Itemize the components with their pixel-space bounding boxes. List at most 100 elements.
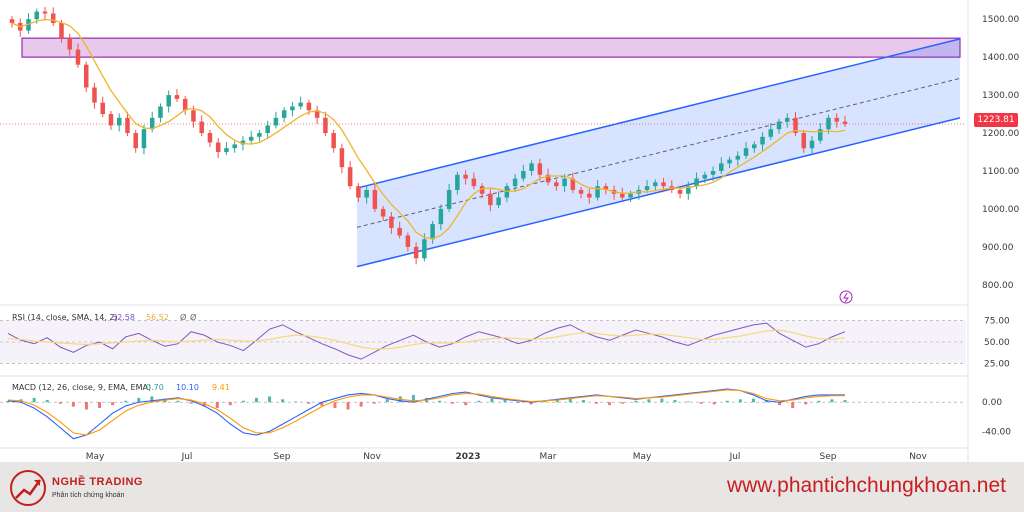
price-tick-label: 1200.00 xyxy=(982,129,1019,139)
website-link[interactable]: www.phantichchungkhoan.net xyxy=(726,474,1006,497)
candle-body xyxy=(306,102,312,111)
macd-histogram-bar xyxy=(6,400,10,403)
candle-body xyxy=(149,117,155,130)
macd-series-line xyxy=(7,388,845,440)
candle-body xyxy=(273,117,279,126)
candle-body xyxy=(174,95,180,99)
price-tick-label: 1100.00 xyxy=(982,167,1019,177)
candle-body xyxy=(75,49,81,65)
supply-zone xyxy=(21,37,961,58)
macd-histogram-bar xyxy=(137,397,141,403)
candle-body xyxy=(116,117,122,126)
candle-body xyxy=(463,174,468,179)
macd-histogram-bar xyxy=(359,402,363,407)
macd-histogram-bar xyxy=(464,402,468,406)
candle-body xyxy=(653,182,658,187)
candle-body xyxy=(776,121,782,130)
trading-logo-icon xyxy=(10,470,46,506)
macd-histogram-bar xyxy=(725,400,729,403)
candle-body xyxy=(133,133,138,149)
candle-body xyxy=(92,87,97,103)
candle-body xyxy=(331,133,336,149)
candle-body xyxy=(818,129,823,141)
macd-tick-label: -40.00 xyxy=(982,427,1011,437)
chart-area: 800.00 900.00 1000.00 1100.00 1200.00 1300.00… xyxy=(0,0,1019,462)
candle-body xyxy=(83,64,89,88)
macd-histogram-bar xyxy=(372,402,376,404)
candle-body xyxy=(809,140,815,149)
candle-body xyxy=(224,148,229,152)
candle-body xyxy=(455,174,460,190)
macd-histogram-bar xyxy=(490,398,494,403)
macd-histogram-bar xyxy=(791,402,795,409)
candle-body xyxy=(166,95,171,107)
time-tick-label: May xyxy=(633,452,652,462)
macd-histogram-bar xyxy=(634,400,638,403)
macd-histogram-bar xyxy=(268,396,272,403)
candle-body xyxy=(323,117,328,134)
macd-histogram-bar xyxy=(333,402,337,409)
candle-body xyxy=(743,148,749,156)
moving-average-line xyxy=(11,18,846,240)
candle-body xyxy=(347,167,353,187)
candle-body xyxy=(265,125,270,134)
candle-body xyxy=(422,239,427,259)
candle-body xyxy=(389,216,394,228)
macd-histogram-bar xyxy=(320,402,324,406)
candle-body xyxy=(380,208,386,217)
candle-body xyxy=(125,117,130,134)
time-tick-label: Jul xyxy=(729,452,741,462)
macd-histogram-bar xyxy=(477,400,481,403)
candle-body xyxy=(446,189,452,209)
candle-body xyxy=(356,186,361,198)
candle-body xyxy=(372,189,378,209)
price-tick-label: 1300.00 xyxy=(982,91,1019,101)
macd-histogram-bar xyxy=(555,399,559,403)
price-tick-label: 800.00 xyxy=(982,281,1014,291)
candle-body xyxy=(158,106,163,118)
macd-histogram-bar xyxy=(202,402,206,407)
candle-body xyxy=(677,189,683,194)
time-tick-label: Sep xyxy=(820,452,837,462)
candle-body xyxy=(207,133,213,143)
candle-body xyxy=(628,193,633,198)
macd-histogram-bar xyxy=(111,402,115,406)
macd-histogram-bar xyxy=(189,402,193,404)
channel-upper-line xyxy=(356,38,961,189)
macd-tick-label: 0.00 xyxy=(982,398,1002,408)
macd-histogram-bar xyxy=(451,402,455,404)
rsi-value-label: 52.58 xyxy=(112,313,135,322)
candle-body xyxy=(793,117,798,134)
candle-body xyxy=(397,227,402,236)
candle-body xyxy=(215,142,221,152)
macd-value-label: 0.70 xyxy=(146,383,164,392)
time-tick-label: Sep xyxy=(274,452,291,462)
macd-histogram-bar xyxy=(411,394,415,403)
candle-body xyxy=(438,208,444,225)
chart-svg: 800.00 900.00 1000.00 1100.00 1200.00 1300.00… xyxy=(0,0,1019,462)
candle-body xyxy=(298,102,303,107)
macd-histogram-bar xyxy=(595,402,599,404)
candle-body xyxy=(537,163,543,175)
candle-body xyxy=(785,117,790,122)
candle-body xyxy=(702,174,708,179)
macd-histogram-bar xyxy=(778,402,782,406)
candle-body xyxy=(9,19,15,23)
candle-body xyxy=(339,148,345,168)
macd-histogram-bar xyxy=(621,402,625,404)
candle-body xyxy=(661,182,666,187)
candle-body xyxy=(240,140,246,145)
candle-body xyxy=(529,163,534,171)
candle-body xyxy=(108,114,114,126)
candle-body xyxy=(281,110,287,118)
candle-body xyxy=(248,136,254,141)
macd-histogram-bar xyxy=(699,402,703,404)
brand-name: NGHỀ TRADING xyxy=(52,476,143,488)
time-tick-label: Mar xyxy=(540,452,557,462)
candle-body xyxy=(620,193,625,198)
macd-histogram-bar xyxy=(58,402,62,404)
candle-body xyxy=(257,133,262,137)
candle-body xyxy=(768,129,774,137)
candle-body xyxy=(488,193,493,206)
candle-body xyxy=(413,246,419,259)
